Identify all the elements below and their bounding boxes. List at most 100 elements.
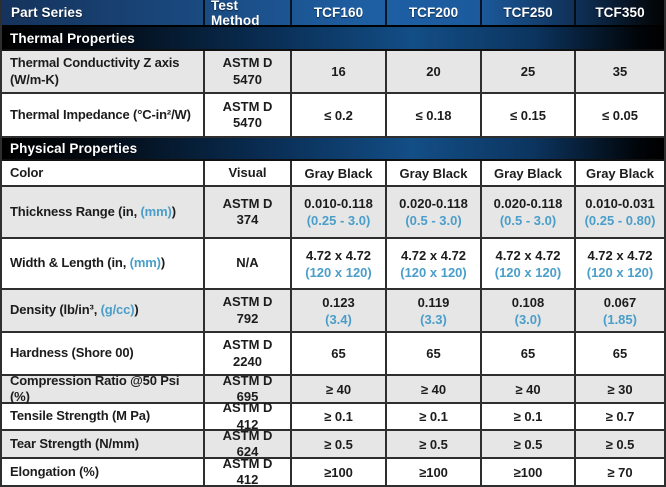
- value-cell: ≥100: [387, 459, 482, 485]
- value-cell: 4.72 x 4.72 (120 x 120): [576, 239, 664, 288]
- value-cell: ≥ 0.5: [576, 431, 664, 457]
- value-main: Gray Black: [494, 165, 562, 181]
- test-method-cell: ASTM D 695: [205, 373, 292, 404]
- value-main: ≥ 0.5: [324, 436, 353, 452]
- value-main: ≥ 0.5: [605, 436, 635, 452]
- table-body: Thermal Properties Thermal Conductivity Z…: [2, 27, 664, 487]
- value-cell: Gray Black: [482, 161, 576, 185]
- value-cell: 35: [576, 51, 664, 92]
- value-cell: 65: [482, 333, 576, 374]
- label-text: Color: [10, 164, 44, 180]
- test-method-cell: N/A: [205, 239, 292, 288]
- property-label: Density (lb/in³, (g/cc)): [2, 290, 205, 331]
- table-row: Width & Length (in, (mm)) N/A 4.72 x 4.72(…: [2, 239, 664, 290]
- value-main: ≥ 0.7: [605, 409, 635, 424]
- value-main: ≥ 0.5: [419, 436, 448, 452]
- value-main: ≥ 30: [607, 381, 633, 397]
- value-cell: ≥ 0.7: [576, 404, 664, 429]
- value-cell: ≥ 0.1: [387, 404, 482, 429]
- table-row: Thickness Range (in, (mm)) ASTM D 374 0.01…: [2, 187, 664, 239]
- value-main: ≤ 0.05: [601, 107, 639, 123]
- value-main: ≥ 70: [607, 464, 633, 480]
- value-main: ≥100: [513, 464, 543, 480]
- value-sub: (3.0): [514, 311, 542, 327]
- label-text: Density (lb/in³,: [10, 302, 101, 318]
- table-row: Thermal Conductivity Z axis (W/m-K) ASTM …: [2, 51, 664, 94]
- value-main: 0.010-0.031: [585, 196, 655, 211]
- value-main: 65: [331, 346, 346, 361]
- property-label: Color: [2, 161, 205, 185]
- table-row: Elongation (%) ASTM D 412 ≥100 ≥100 ≥100 ≥ 70: [2, 456, 664, 487]
- label-unit-blue: (g/cc): [100, 302, 135, 318]
- test-method-cell: ASTM D 792: [205, 290, 292, 331]
- value-cell: 0.020-0.118 (0.5 - 3.0): [482, 187, 576, 237]
- value-cell: 4.72 x 4.72 (120 x 120): [292, 239, 387, 288]
- label-suffix: ): [134, 302, 139, 318]
- value-main: 0.010-0.118: [304, 196, 373, 211]
- value-cell: ≥ 40: [482, 376, 576, 402]
- column-header-tcf350: TCF350: [595, 5, 645, 20]
- test-method-cell: ASTM D 5470: [205, 94, 292, 136]
- value-cell: 16: [292, 51, 387, 92]
- value-main: 4.72 x 4.72: [305, 247, 372, 263]
- test-method-cell: ASTM D 624: [205, 428, 292, 459]
- label-text: Thermal Impedance (°C-in²/W): [10, 106, 191, 122]
- test-method-cell: ASTM D 374: [205, 187, 292, 237]
- value-cell: ≤ 0.05: [576, 94, 664, 136]
- value-sub: (3.4): [325, 311, 352, 327]
- table-row: Color Visual Gray Black Gray Black Gray Blac…: [2, 161, 664, 187]
- property-label: Width & Length (in, (mm)): [2, 239, 205, 288]
- value-main: Gray Black: [399, 165, 468, 181]
- value-cell: ≥ 0.5: [387, 431, 482, 457]
- value-sub: (0.5 - 3.0): [499, 213, 557, 228]
- value-sub: (120 x 120): [305, 264, 372, 280]
- value-cell: Gray Black: [576, 161, 664, 185]
- section-header-physical-properties: Physical Properties: [2, 138, 664, 161]
- value-sub: (120 x 120): [586, 264, 654, 280]
- table-row: Density (lb/in³, (g/cc)) ASTM D 792 0.123(…: [2, 290, 664, 333]
- label-suffix: ): [160, 255, 166, 271]
- label-suffix: ): [171, 203, 176, 219]
- label-text: Elongation (%): [10, 463, 99, 479]
- value-cell: Gray Black: [292, 161, 387, 185]
- value-main: 0.067: [603, 294, 637, 310]
- value-main: 25: [520, 64, 536, 79]
- value-cell: ≤ 0.2: [292, 94, 387, 136]
- value-main: 4.72 x 4.72: [400, 247, 467, 263]
- value-main: 0.119: [417, 294, 450, 310]
- value-cell: 0.020-0.118 (0.5 - 3.0): [387, 187, 482, 237]
- value-cell: ≤ 0.18: [387, 94, 482, 136]
- label-text: Width & Length (in,: [10, 255, 130, 271]
- value-cell: ≥100: [292, 459, 387, 485]
- test-method-cell: Visual: [205, 161, 292, 185]
- property-label: Tensile Strength (M Pa): [2, 404, 205, 429]
- value-main: 65: [520, 346, 536, 361]
- value-sub: (120 x 120): [494, 264, 562, 280]
- label-text: Tensile Strength (M Pa): [10, 408, 151, 424]
- value-cell: 65: [387, 333, 482, 374]
- value-cell: ≤ 0.15: [482, 94, 576, 136]
- value-main: ≥ 40: [325, 381, 352, 397]
- value-sub: (0.25 - 3.0): [306, 213, 371, 228]
- value-main: ≤ 0.18: [415, 107, 452, 123]
- value-main: 35: [612, 64, 628, 79]
- value-cell: 25: [482, 51, 576, 92]
- column-header-tcf250: TCF250: [482, 0, 576, 25]
- property-label: Elongation (%): [2, 459, 205, 485]
- value-cell: 0.010-0.031 (0.25 - 0.80): [576, 187, 664, 237]
- value-main: ≥ 0.5: [513, 436, 543, 452]
- column-header-tcf160: TCF160: [292, 0, 387, 25]
- value-cell: ≥ 0.1: [482, 404, 576, 429]
- value-sub: (1.85): [603, 311, 637, 327]
- value-main: 4.72 x 4.72: [495, 247, 561, 263]
- value-cell: 65: [576, 333, 664, 374]
- property-label: Compression Ratio @50 Psi (%): [2, 373, 205, 404]
- value-sub: (120 x 120): [400, 264, 467, 280]
- value-cell: ≥ 40: [292, 376, 387, 402]
- test-method-cell: ASTM D 412: [205, 456, 292, 487]
- value-cell: 0.123 (3.4): [292, 290, 387, 331]
- value-sub: (3.3): [420, 311, 447, 327]
- value-cell: 0.119 (3.3): [387, 290, 482, 331]
- value-sub: (0.25 - 0.80): [584, 213, 656, 228]
- value-cell: 20: [387, 51, 482, 92]
